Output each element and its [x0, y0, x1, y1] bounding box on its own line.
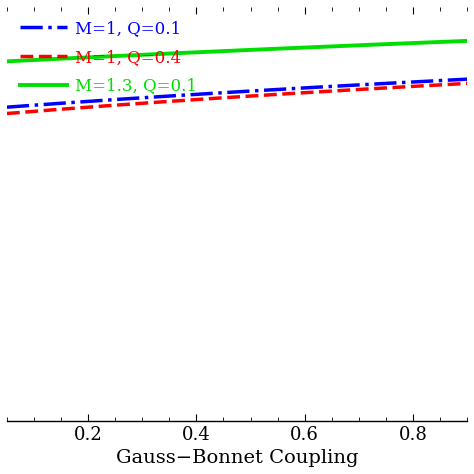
M=1, Q=0.1: [186, 92, 192, 98]
M=1.3, Q=0.1: [336, 43, 342, 49]
M=1, Q=0.1: [336, 83, 342, 89]
Legend: M=1, Q=0.1, M=1, Q=0.4, M=1.3, Q=0.1: M=1, Q=0.1, M=1, Q=0.4, M=1.3, Q=0.1: [15, 15, 202, 100]
M=1, Q=0.1: [464, 76, 470, 82]
M=1, Q=0.4: [59, 106, 65, 112]
M=1, Q=0.1: [59, 100, 65, 106]
M=1.3, Q=0.1: [186, 50, 192, 55]
M=1, Q=0.1: [4, 104, 10, 110]
M=1, Q=0.1: [154, 94, 160, 100]
M=1, Q=0.4: [336, 88, 342, 93]
M=1, Q=0.4: [154, 100, 160, 105]
M=1, Q=0.4: [4, 110, 10, 116]
M=1.3, Q=0.1: [154, 51, 160, 57]
M=1, Q=0.1: [293, 85, 299, 91]
M=1.3, Q=0.1: [4, 58, 10, 64]
M=1.3, Q=0.1: [293, 45, 299, 51]
M=1, Q=0.1: [338, 83, 344, 89]
M=1, Q=0.4: [464, 81, 470, 86]
X-axis label: Gauss−Bonnet Coupling: Gauss−Bonnet Coupling: [116, 449, 358, 467]
Line: M=1, Q=0.4: M=1, Q=0.4: [7, 83, 467, 113]
M=1.3, Q=0.1: [464, 38, 470, 44]
M=1, Q=0.4: [293, 91, 299, 96]
Line: M=1, Q=0.1: M=1, Q=0.1: [7, 79, 467, 107]
Line: M=1.3, Q=0.1: M=1.3, Q=0.1: [7, 41, 467, 61]
M=1, Q=0.4: [186, 97, 192, 103]
M=1.3, Q=0.1: [338, 43, 344, 49]
M=1, Q=0.4: [338, 88, 344, 93]
M=1.3, Q=0.1: [59, 56, 65, 62]
